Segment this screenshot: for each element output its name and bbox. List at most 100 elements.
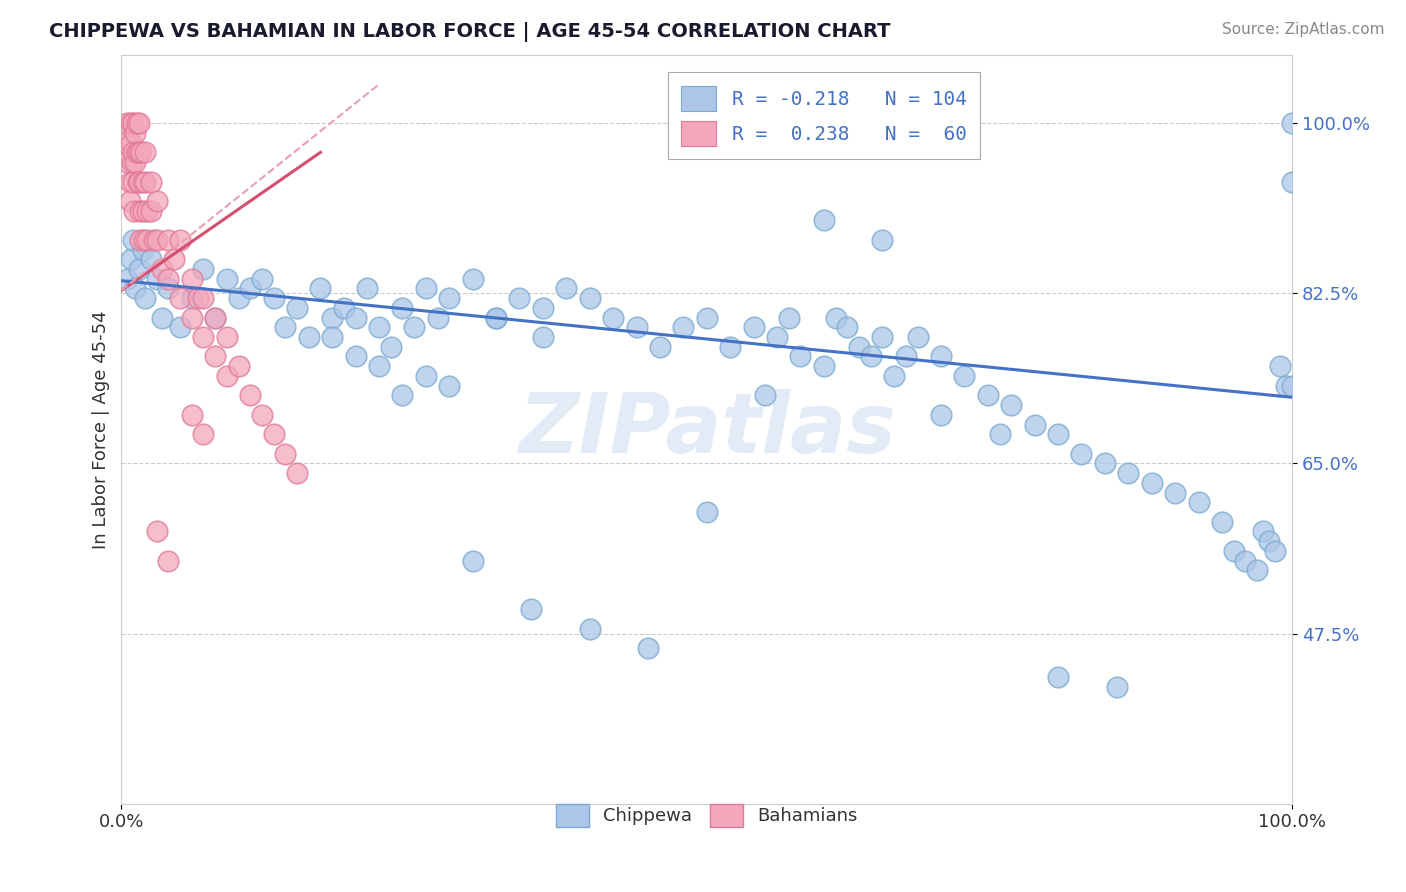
Point — [139, 252, 162, 267]
Point — [180, 408, 202, 422]
Point — [485, 310, 508, 325]
Point — [122, 233, 145, 247]
Point — [134, 145, 156, 160]
Point — [134, 291, 156, 305]
Point — [143, 233, 166, 247]
Point — [1251, 524, 1274, 539]
Point — [204, 310, 226, 325]
Point — [872, 330, 894, 344]
Point — [1257, 534, 1279, 549]
Point — [117, 136, 139, 150]
Point — [415, 281, 437, 295]
Point — [813, 359, 835, 374]
Point — [439, 378, 461, 392]
Point — [1270, 359, 1292, 374]
Point — [696, 505, 718, 519]
Point — [193, 262, 215, 277]
Point — [193, 330, 215, 344]
Point — [193, 427, 215, 442]
Point — [145, 233, 167, 247]
Point — [1164, 485, 1187, 500]
Point — [718, 340, 741, 354]
Point — [461, 271, 484, 285]
Point — [274, 447, 297, 461]
Point — [321, 330, 343, 344]
Point — [578, 622, 600, 636]
Point — [368, 359, 391, 374]
Point — [152, 262, 174, 277]
Point — [239, 281, 262, 295]
Point — [859, 350, 882, 364]
Point — [228, 291, 250, 305]
Point — [120, 136, 142, 150]
Point — [157, 281, 180, 295]
Point — [1187, 495, 1209, 509]
Point — [1222, 544, 1244, 558]
Point — [128, 174, 150, 188]
Point — [118, 194, 141, 208]
Point — [404, 320, 426, 334]
Point — [1105, 680, 1128, 694]
Point — [1211, 515, 1233, 529]
Point — [120, 252, 142, 267]
Point — [157, 554, 180, 568]
Point — [136, 233, 159, 247]
Point — [125, 145, 148, 160]
Point — [1246, 563, 1268, 577]
Point — [929, 350, 952, 364]
Point — [136, 203, 159, 218]
Point — [132, 233, 155, 247]
Point — [461, 554, 484, 568]
Point — [131, 174, 153, 188]
Point — [766, 330, 789, 344]
Point — [485, 310, 508, 325]
Point — [894, 350, 917, 364]
Point — [180, 291, 202, 305]
Point — [837, 320, 859, 334]
Point — [139, 203, 162, 218]
Point — [163, 252, 186, 267]
Point — [122, 174, 145, 188]
Point — [215, 330, 238, 344]
Point — [128, 116, 150, 130]
Point — [125, 116, 148, 130]
Point — [180, 271, 202, 285]
Point — [124, 281, 146, 295]
Point — [368, 320, 391, 334]
Point — [129, 203, 152, 218]
Point — [1281, 378, 1303, 392]
Point — [742, 320, 765, 334]
Point — [169, 320, 191, 334]
Point — [263, 427, 285, 442]
Point — [1264, 544, 1286, 558]
Point — [239, 388, 262, 402]
Point — [298, 330, 321, 344]
Point — [122, 145, 145, 160]
Point — [531, 330, 554, 344]
Point — [263, 291, 285, 305]
Point — [1000, 398, 1022, 412]
Point — [415, 368, 437, 383]
Point — [1281, 116, 1303, 130]
Point — [131, 145, 153, 160]
Point — [1070, 447, 1092, 461]
Point — [321, 310, 343, 325]
Point — [122, 116, 145, 130]
Point — [848, 340, 870, 354]
Point — [215, 368, 238, 383]
Point — [391, 301, 413, 315]
Point — [883, 368, 905, 383]
Point — [152, 310, 174, 325]
Point — [204, 350, 226, 364]
Point — [228, 359, 250, 374]
Point — [118, 174, 141, 188]
Point — [120, 116, 142, 130]
Point — [128, 145, 150, 160]
Point — [907, 330, 929, 344]
Point — [250, 408, 273, 422]
Point — [439, 291, 461, 305]
Point — [988, 427, 1011, 442]
Point — [193, 291, 215, 305]
Point — [285, 466, 308, 480]
Point — [1047, 427, 1070, 442]
